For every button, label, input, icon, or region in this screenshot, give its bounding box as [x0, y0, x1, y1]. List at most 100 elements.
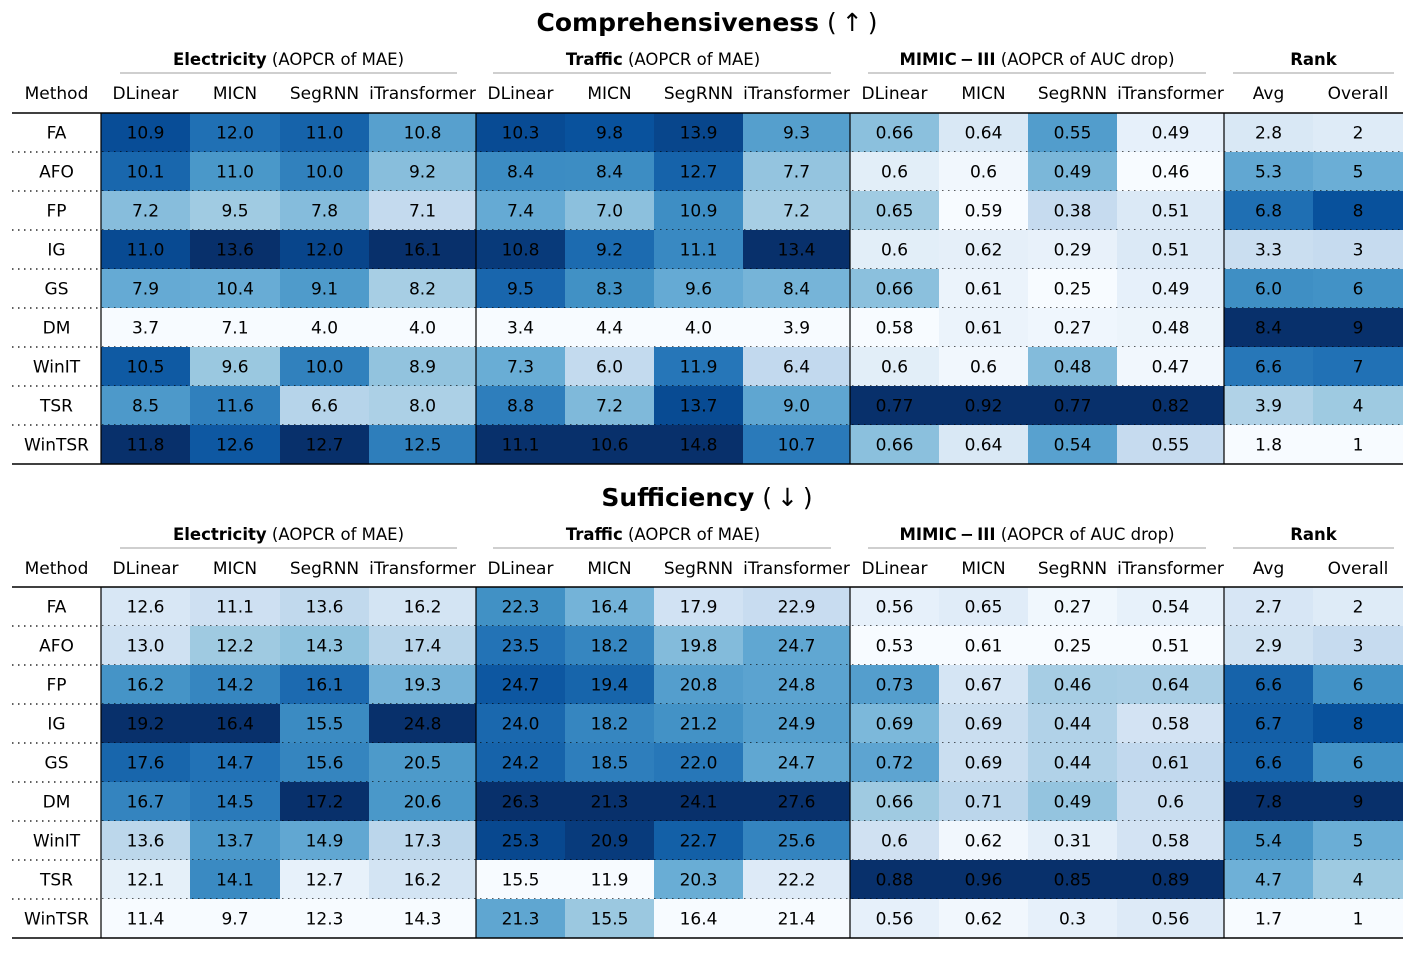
sufficiency-cell-value: 0.64 [1152, 676, 1190, 696]
comprehensiveness-cell-value: 8.2 [409, 280, 436, 300]
sufficiency-heatmap-cell [1028, 782, 1117, 821]
comprehensiveness-cell-value: 10.9 [127, 124, 165, 144]
sufficiency-heatmap-cell [1313, 665, 1403, 704]
sufficiency-cell-value: 0.71 [965, 793, 1003, 813]
sufficiency-cell-value: 0.65 [965, 598, 1003, 618]
comprehensiveness-cell-value: 1.8 [1255, 436, 1282, 456]
sufficiency-cell-value: 12.2 [216, 637, 254, 657]
sufficiency-cell-value: 0.54 [1152, 598, 1190, 618]
sufficiency-cell-value: 0.73 [876, 676, 914, 696]
sufficiency-cell-value: 21.4 [778, 910, 816, 930]
sufficiency-cell-value: 16.4 [680, 910, 718, 930]
sufficiency-cell-value: 19.4 [591, 676, 629, 696]
sufficiency-heatmap-cell [369, 899, 476, 938]
sufficiency-heatmap-cell [280, 587, 369, 626]
sufficiency-heatmap-cell [654, 665, 743, 704]
sufficiency-cell-value: 0.6 [881, 832, 908, 852]
comprehensiveness-heatmap-cell [369, 113, 476, 152]
sufficiency-cell-value: 13.6 [306, 598, 344, 618]
sufficiency-cell-value: 24.7 [778, 637, 816, 657]
sufficiency-cell-value: 0.85 [1054, 871, 1092, 891]
comprehensiveness-cell-value: 0.65 [876, 202, 914, 222]
comprehensiveness-heatmap-cell [743, 386, 850, 425]
sufficiency-cell-value: 15.5 [591, 910, 629, 930]
sufficiency-heatmap-cell [939, 665, 1028, 704]
sufficiency-heatmap-cell [476, 899, 565, 938]
comprehensiveness-heatmap-cell [280, 425, 369, 464]
sufficiency-cell-value: 20.9 [591, 832, 629, 852]
comprehensiveness-cell-value: 7.2 [783, 202, 810, 222]
sufficiency-cell-value: 0.61 [965, 637, 1003, 657]
comprehensiveness-column-header: DLinear [862, 84, 928, 104]
comprehensiveness-cell-value: 12.7 [680, 163, 718, 183]
comprehensiveness-heatmap-cell [369, 230, 476, 269]
sufficiency-cell-value: 0.67 [965, 676, 1003, 696]
comprehensiveness-cell-value: 0.29 [1054, 241, 1092, 261]
comprehensiveness-heatmap-cell [1224, 113, 1313, 152]
sufficiency-cell-value: 16.1 [306, 676, 344, 696]
comprehensiveness-heatmap-cell [565, 191, 654, 230]
comprehensiveness-heatmap-cell [939, 191, 1028, 230]
sufficiency-heatmap-cell [1117, 821, 1224, 860]
sufficiency-cell-value: 0.88 [876, 871, 914, 891]
sufficiency-cell-value: 12.6 [127, 598, 165, 618]
comprehensiveness-cell-value: 8.8 [507, 397, 534, 417]
comprehensiveness-heatmap-cell [190, 230, 280, 269]
comprehensiveness-heatmap-cell [476, 347, 565, 386]
sufficiency-cell-value: 14.5 [216, 793, 254, 813]
comprehensiveness-cell-value: 0.48 [1152, 319, 1190, 339]
sufficiency-column-header: iTransformer [743, 559, 850, 579]
comprehensiveness-column-header: iTransformer [369, 84, 476, 104]
sufficiency-cell-value: 19.3 [404, 676, 442, 696]
sufficiency-heatmap-cell [369, 860, 476, 899]
sufficiency-cell-value: 0.69 [965, 715, 1003, 735]
sufficiency-heatmap-cell [280, 665, 369, 704]
comprehensiveness-heatmap-cell [565, 347, 654, 386]
comprehensiveness-cell-value: 0.58 [876, 319, 914, 339]
sufficiency-cell-value: 17.3 [404, 832, 442, 852]
comprehensiveness-column-header: MICN [961, 84, 1005, 104]
sufficiency-cell-value: 21.2 [680, 715, 718, 735]
comprehensiveness-heatmap-cell [1028, 347, 1117, 386]
comprehensiveness-cell-value: 7.1 [221, 319, 248, 339]
comprehensiveness-heatmap-cell [476, 113, 565, 152]
sufficiency-cell-value: 0.56 [876, 598, 914, 618]
comprehensiveness-row-label: AFO [39, 163, 74, 183]
comprehensiveness-heatmap-cell [369, 152, 476, 191]
comprehensiveness-column-header: iTransformer [1117, 84, 1224, 104]
comprehensiveness-cell-value: 0.6 [970, 358, 997, 378]
sufficiency-column-header: iTransformer [1117, 559, 1224, 579]
sufficiency-cell-value: 26.3 [502, 793, 540, 813]
sufficiency-heatmap-cell [476, 587, 565, 626]
comprehensiveness-row-label: GS [45, 280, 69, 300]
sufficiency-cell-value: 16.2 [404, 871, 442, 891]
sufficiency-heatmap-cell [743, 821, 850, 860]
comprehensiveness-heatmap-cell [1117, 347, 1224, 386]
comprehensiveness-heatmap-cell [654, 386, 743, 425]
sufficiency-cell-value: 9 [1353, 793, 1364, 813]
sufficiency-cell-value: 4 [1353, 871, 1364, 891]
comprehensiveness-heatmap-cell [1313, 191, 1403, 230]
comprehensiveness-cell-value: 4.0 [685, 319, 712, 339]
comprehensiveness-cell-value: 7.7 [783, 163, 810, 183]
sufficiency-heatmap-cell [101, 821, 190, 860]
comprehensiveness-cell-value: 0.62 [965, 241, 1003, 261]
sufficiency-heatmap-cell [1224, 860, 1313, 899]
sufficiency-cell-value: 11.4 [127, 910, 165, 930]
comprehensiveness-heatmap-cell [850, 386, 939, 425]
comprehensiveness-heatmap-cell [101, 308, 190, 347]
comprehensiveness-cell-value: 6.0 [1255, 280, 1282, 300]
comprehensiveness-cell-value: 12.7 [306, 436, 344, 456]
sufficiency-column-header: SegRNN [1038, 559, 1107, 579]
comprehensiveness-heatmap-cell [654, 230, 743, 269]
comprehensiveness-heatmap-cell [1313, 425, 1403, 464]
sufficiency-heatmap-cell [939, 899, 1028, 938]
comprehensiveness-cell-value: 9.3 [783, 124, 810, 144]
sufficiency-heatmap-cell [1028, 626, 1117, 665]
sufficiency-cell-value: 21.3 [591, 793, 629, 813]
comprehensiveness-row-label: WinTSR [24, 436, 89, 456]
sufficiency-cell-value: 11.9 [591, 871, 629, 891]
sufficiency-heatmap-cell [1028, 743, 1117, 782]
comprehensiveness-heatmap-cell [101, 386, 190, 425]
sufficiency-heatmap-cell [850, 782, 939, 821]
